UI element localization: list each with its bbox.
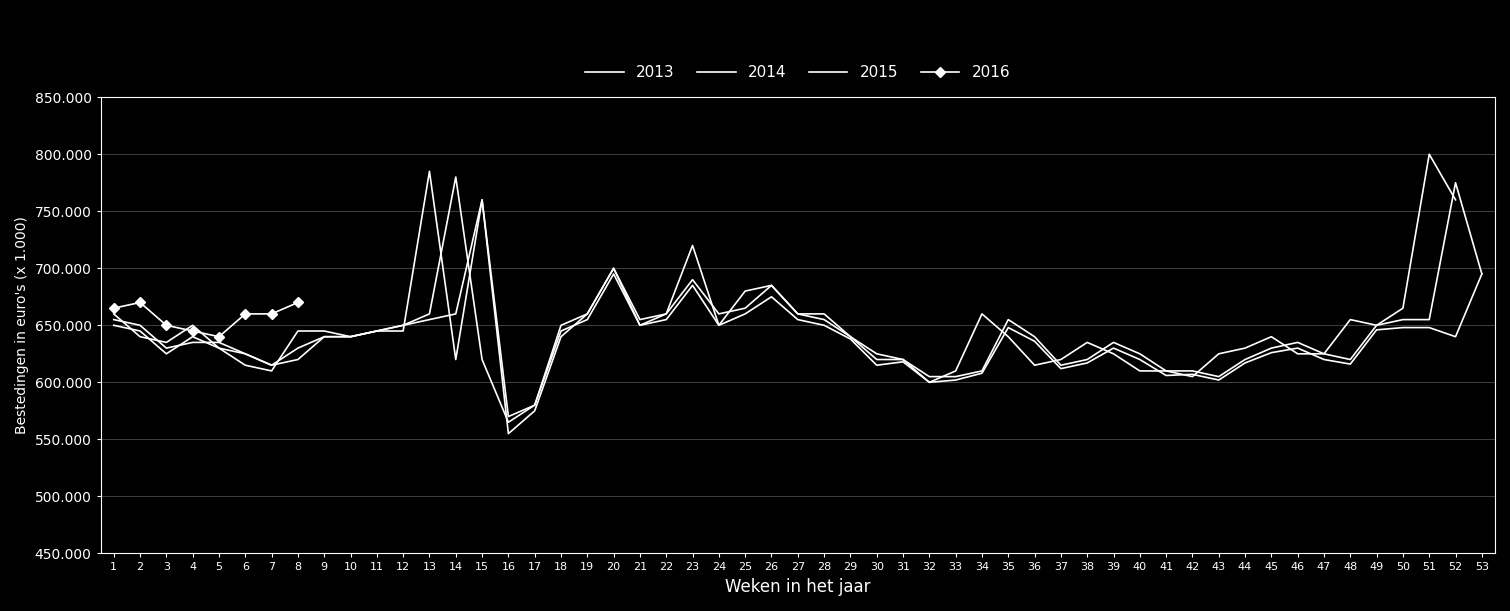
2015 [1052,365,1071,372]
2016 [104,304,122,312]
2013 [920,379,938,386]
2015 [525,401,544,409]
2015 [1025,338,1043,345]
2014 [447,174,465,181]
X-axis label: Weken in het jaar: Weken in het jaar [725,578,871,596]
Legend: 2013, 2014, 2015, 2016: 2013, 2014, 2015, 2016 [580,59,1016,86]
2015 [972,370,991,377]
2015 [500,413,518,420]
2013 [104,310,122,318]
2015 [1210,376,1228,384]
2015 [947,376,965,384]
2014 [1210,373,1228,380]
Line: 2014: 2014 [113,177,1481,422]
2013 [894,356,912,363]
2013 [972,310,991,318]
2014 [104,316,122,323]
Y-axis label: Bestedingen in euro's (x 1.000): Bestedingen in euro's (x 1.000) [15,216,29,434]
2013 [1157,367,1175,375]
Line: 2015: 2015 [113,200,1481,417]
2013 [1315,350,1333,357]
2014 [947,373,965,380]
2015 [1472,270,1490,277]
2014 [972,367,991,375]
2014 [525,401,544,409]
2014 [500,419,518,426]
2014 [1052,362,1071,369]
2015 [473,196,491,203]
Line: 2016: 2016 [110,299,302,340]
2014 [1472,270,1490,277]
2013 [473,196,491,203]
2015 [104,321,122,329]
Line: 2013: 2013 [113,154,1456,434]
2014 [1025,333,1043,340]
